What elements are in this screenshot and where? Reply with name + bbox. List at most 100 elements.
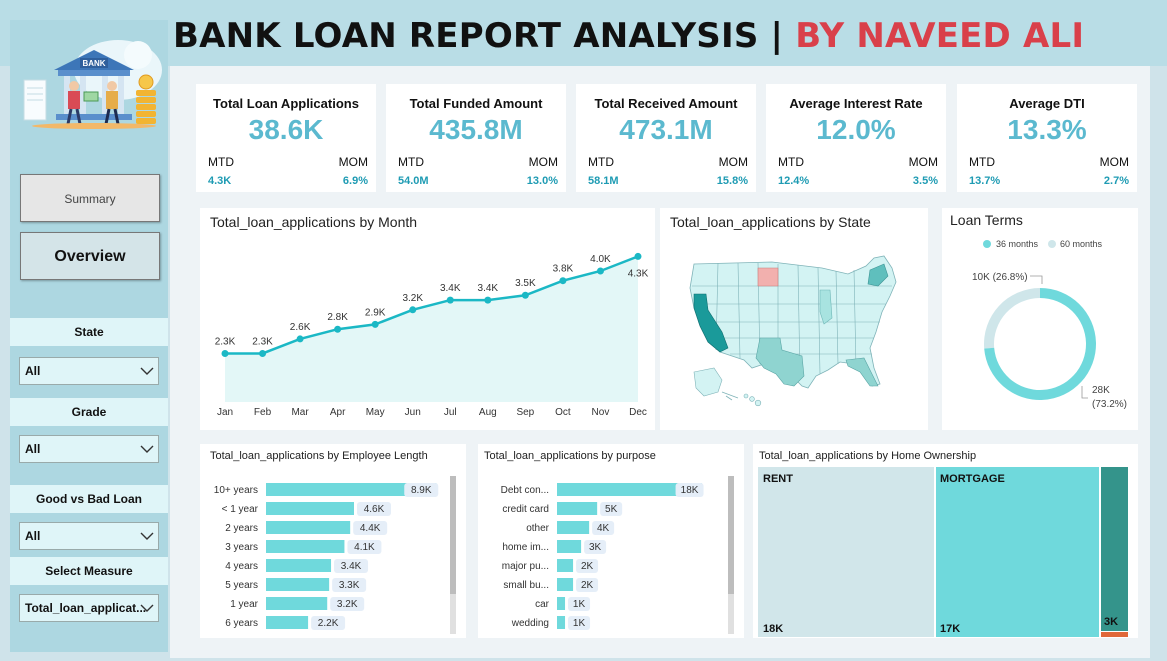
x-tick-label: Nov (592, 407, 610, 418)
treemap-mortgage[interactable] (936, 467, 1099, 637)
bar[interactable] (266, 502, 354, 515)
bar[interactable] (557, 559, 574, 572)
data-label: 3.2K (402, 293, 423, 304)
treemap-own-value: 3K (1104, 616, 1119, 628)
loan-quality-dropdown-value: All (25, 529, 41, 543)
data-point[interactable] (446, 296, 454, 304)
slice-60-months[interactable] (984, 288, 1040, 349)
kpi-total-received-amount[interactable]: Total Received Amount 473.1M MTD MOM 58.… (576, 84, 756, 192)
category-label: wedding (511, 618, 549, 629)
x-tick-label: May (366, 407, 385, 418)
kpi-mom-label: MOM (1099, 155, 1129, 169)
state-applications-map[interactable]: Total_loan_applications by State (660, 208, 928, 430)
category-label: 3 years (225, 542, 258, 553)
legend-36-months: 36 months (996, 239, 1039, 249)
treemap-own[interactable] (1101, 467, 1128, 631)
state-dropdown[interactable]: All (19, 357, 159, 385)
bar[interactable] (266, 597, 328, 610)
bar[interactable] (557, 521, 590, 534)
monthly-applications-chart[interactable]: Total_loan_applications by Month 2.3K Jan… (200, 208, 655, 430)
category-label: 5 years (225, 580, 258, 591)
data-label-bg (332, 578, 367, 592)
data-label-bg (330, 597, 365, 611)
bar[interactable] (557, 483, 702, 496)
scrollbar-thumb[interactable] (728, 476, 734, 594)
bar[interactable] (266, 540, 345, 553)
data-point[interactable] (334, 325, 342, 333)
data-label-bg (576, 578, 599, 592)
kpi-average-dti[interactable]: Average DTI 13.3% MTD MOM 13.7% 2.7% (957, 84, 1137, 192)
employee-length-chart[interactable]: Total_loan_applications by Employee Leng… (200, 444, 466, 638)
data-point[interactable] (221, 349, 229, 357)
data-point[interactable] (484, 296, 492, 304)
data-label: 3K (589, 542, 602, 553)
bar[interactable] (266, 559, 332, 572)
data-point[interactable] (371, 320, 379, 328)
bar[interactable] (557, 597, 566, 610)
bar[interactable] (266, 578, 330, 591)
kpi-mom-label: MOM (908, 155, 938, 169)
data-label: 2K (581, 561, 594, 572)
bar[interactable] (266, 521, 351, 534)
kpi-mom-label: MOM (718, 155, 748, 169)
texas-shape (755, 337, 805, 387)
category-label: 4 years (225, 561, 258, 572)
summary-button[interactable]: Summary (20, 174, 160, 222)
bar[interactable] (557, 616, 566, 629)
data-point[interactable] (259, 349, 267, 357)
overview-button[interactable]: Overview (20, 232, 160, 280)
data-point[interactable] (634, 252, 642, 260)
report-title-author: BY NAVEED ALI (795, 16, 1085, 56)
category-label: 1 year (230, 599, 258, 610)
kpi-total-funded-amount[interactable]: Total Funded Amount 435.8M MTD MOM 54.0M… (386, 84, 566, 192)
home-ownership-chart[interactable]: Total_loan_applications by Home Ownershi… (753, 444, 1138, 638)
scrollbar-thumb[interactable] (450, 476, 456, 594)
kpi-mtd-label: MTD (778, 155, 804, 169)
data-point[interactable] (409, 306, 417, 314)
bar[interactable] (557, 540, 582, 553)
loan-quality-dropdown[interactable]: All (19, 522, 159, 550)
data-label: 1K (573, 618, 586, 629)
treemap-other[interactable] (1101, 632, 1128, 637)
kpi-value: 12.0% (816, 114, 896, 145)
kpi-mom-value: 15.8% (716, 175, 748, 187)
kpi-mtd-value: 4.3K (208, 175, 232, 187)
category-label: Debt con... (501, 485, 549, 496)
data-point[interactable] (596, 267, 604, 275)
data-label: 18K (681, 485, 699, 496)
kpi-mtd-value: 13.7% (969, 175, 1001, 187)
kpi-value: 38.6K (248, 114, 324, 145)
data-point[interactable] (296, 335, 304, 343)
data-label: 4K (597, 523, 610, 534)
treemap-rent-label: RENT (763, 473, 793, 485)
bar[interactable] (266, 483, 437, 496)
measure-dropdown[interactable]: Total_loan_applicat... (19, 594, 159, 622)
category-label: < 1 year (222, 504, 259, 515)
kpi-value: 13.3% (1007, 114, 1087, 145)
treemap-rent[interactable] (758, 467, 934, 637)
kpi-title: Total Received Amount (594, 96, 738, 111)
bar[interactable] (557, 502, 598, 515)
kpi-average-interest-rate[interactable]: Average Interest Rate 12.0% MTD MOM 12.4… (766, 84, 946, 192)
measure-slicer-label: Select Measure (10, 557, 168, 585)
data-point[interactable] (521, 291, 529, 299)
data-label: 3.3K (339, 580, 360, 591)
bar[interactable] (266, 616, 309, 629)
kpi-total-loan-applications[interactable]: Total Loan Applications 38.6K MTD MOM 4.… (196, 84, 376, 192)
data-point[interactable] (559, 277, 567, 285)
purpose-chart[interactable]: Total_loan_applications by purpose Debt … (478, 444, 744, 638)
category-label: credit card (502, 504, 549, 515)
bar[interactable] (557, 578, 574, 591)
category-label: home im... (502, 542, 549, 553)
kpi-mtd-label: MTD (398, 155, 424, 169)
chevron-down-icon (140, 604, 154, 612)
legend-marker-36-months (983, 240, 991, 248)
kpi-mom-value: 3.5% (912, 175, 938, 187)
category-label: small bu... (503, 580, 549, 591)
x-tick-label: Sep (516, 407, 534, 418)
kpi-mtd-label: MTD (208, 155, 234, 169)
data-label-bg (592, 521, 615, 535)
loan-terms-chart[interactable]: Loan Terms 36 months 60 months 10K (26.8… (942, 208, 1138, 430)
bank-sign-text: BANK (82, 59, 105, 68)
grade-dropdown[interactable]: All (19, 435, 159, 463)
